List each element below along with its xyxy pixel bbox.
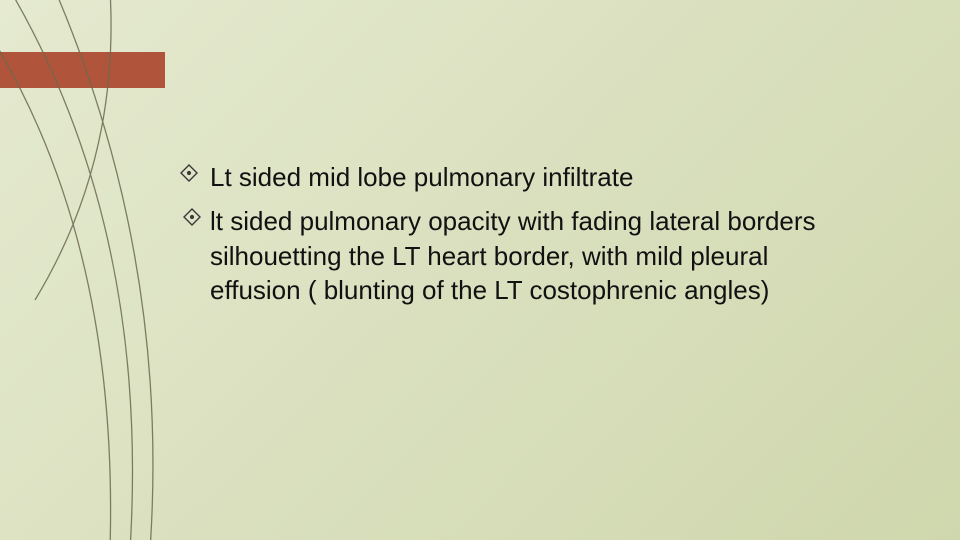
bullet-item: Lt sided mid lobe pulmonary infiltrate [180, 160, 840, 194]
diamond-bullet-icon [180, 164, 198, 182]
content-area: Lt sided mid lobe pulmonary infiltrate l… [180, 160, 840, 317]
bullet-text: lt sided pulmonary opacity with fading l… [210, 206, 816, 305]
bullet-text: Lt sided mid lobe pulmonary infiltrate [210, 162, 633, 192]
bullet-item: lt sided pulmonary opacity with fading l… [180, 204, 840, 307]
slide: Lt sided mid lobe pulmonary infiltrate l… [0, 0, 960, 540]
diamond-bullet-icon [183, 208, 201, 226]
accent-bar [0, 52, 165, 88]
